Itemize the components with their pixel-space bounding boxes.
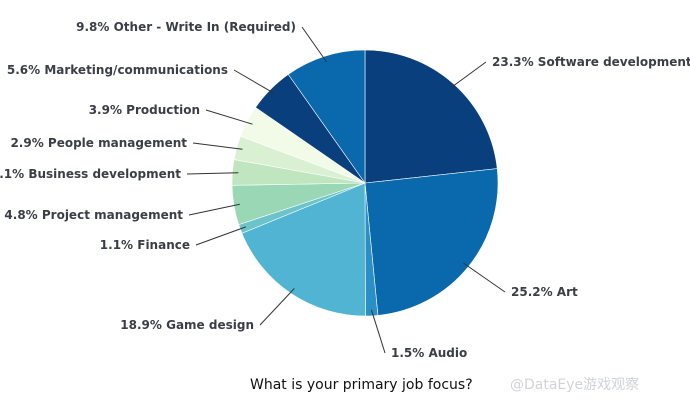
pie-slices bbox=[231, 49, 499, 317]
pie-slice-game-design bbox=[241, 182, 366, 317]
leader-line bbox=[449, 61, 487, 89]
slice-label: 9.8% Other - Write In (Required) bbox=[76, 20, 296, 34]
slice-label: 25.2% Art bbox=[511, 285, 578, 299]
leader-line bbox=[370, 309, 386, 354]
leader-line bbox=[192, 142, 243, 150]
watermark-text: @DataEye游戏观察 bbox=[510, 376, 639, 393]
slice-label: 1.1% Finance bbox=[100, 238, 190, 252]
slice-label: 2.9% People management bbox=[10, 136, 187, 150]
leader-line bbox=[188, 203, 240, 216]
leader-line bbox=[301, 26, 328, 63]
chart-title: What is your primary job focus? bbox=[250, 377, 473, 393]
leader-line bbox=[259, 288, 295, 326]
leader-line bbox=[186, 172, 239, 175]
slice-label: 3.9% Production bbox=[89, 103, 200, 117]
pie-slice-software-development bbox=[364, 49, 498, 184]
slice-label: 5.6% Marketing/communications bbox=[7, 63, 228, 77]
leader-line bbox=[463, 262, 506, 293]
slice-label: 4.8% Project management bbox=[4, 208, 183, 222]
slice-labels: 23.3% Software development 25.2% Art 1.5% … bbox=[0, 20, 690, 360]
slice-label: 3.1% Business development bbox=[0, 167, 181, 181]
pie-slice-other-write-in-required bbox=[287, 49, 366, 184]
pie-slice-art bbox=[364, 168, 499, 316]
slice-label: 18.9% Game design bbox=[120, 318, 254, 332]
leader-line bbox=[195, 226, 246, 246]
slice-label: 1.5% Audio bbox=[391, 346, 467, 360]
slice-label: 23.3% Software development bbox=[492, 55, 690, 69]
leader-line bbox=[205, 109, 253, 125]
leader-lines bbox=[186, 26, 506, 354]
leader-line bbox=[233, 69, 275, 95]
